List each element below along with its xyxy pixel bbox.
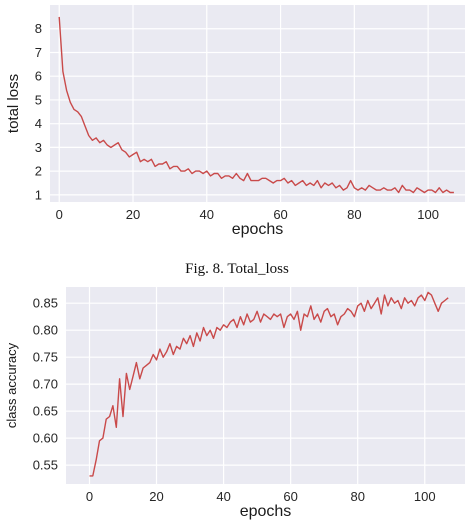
- x-tick-label: 100: [417, 207, 439, 222]
- x-tick-label: 40: [200, 207, 214, 222]
- y-tick-label: 0.75: [33, 350, 58, 365]
- y-tick-label: 0.80: [33, 323, 58, 338]
- y-tick-label: 3: [35, 140, 42, 155]
- y-tick-label: 0.55: [33, 458, 58, 473]
- x-tick-label: 80: [347, 207, 361, 222]
- y-tick-label: 8: [35, 21, 42, 36]
- y-tick-label: 0.65: [33, 404, 58, 419]
- x-tick-label: 60: [283, 489, 297, 504]
- x-tick-label: 20: [149, 489, 163, 504]
- y-tick-label: 2: [35, 164, 42, 179]
- series-line: [89, 291, 449, 477]
- total-loss-chart: 0 20 40 60 80 100 1 2 3 4 5 6 7 8 epochs total loss: [5, 5, 465, 238]
- y-axis-label: total loss: [5, 74, 22, 133]
- x-tick-label: 0: [86, 489, 93, 504]
- y-tick-label: 1: [35, 187, 42, 202]
- plot-area: [66, 287, 465, 484]
- x-tick-label: 100: [414, 489, 436, 504]
- x-tick-label: 60: [273, 207, 287, 222]
- y-tick-label: 4: [35, 116, 42, 131]
- y-tick-label: 0.85: [33, 296, 58, 311]
- y-axis-label: class accuracy: [4, 342, 19, 428]
- figure-caption: Fig. 8. Total_loss: [185, 261, 289, 277]
- x-tick-label: 40: [216, 489, 230, 504]
- series-line: [58, 16, 454, 194]
- y-tick-label: 0.70: [33, 377, 58, 392]
- y-tick-label: 6: [35, 69, 42, 84]
- x-tick-label: 20: [126, 207, 140, 222]
- x-axis-label: epochs: [240, 503, 292, 520]
- y-tick-label: 7: [35, 45, 42, 60]
- x-tick-label: 0: [56, 207, 63, 222]
- y-tick-label: 5: [35, 92, 42, 107]
- class-accuracy-chart: 0 20 40 60 80 100 0.55 0.60 0.65 0.70 0.75 0.80 0.85…: [4, 287, 465, 520]
- x-axis-label: epochs: [232, 221, 284, 238]
- x-tick-label: 80: [350, 489, 364, 504]
- y-tick-label: 0.60: [33, 431, 58, 446]
- plot-area: [50, 5, 465, 202]
